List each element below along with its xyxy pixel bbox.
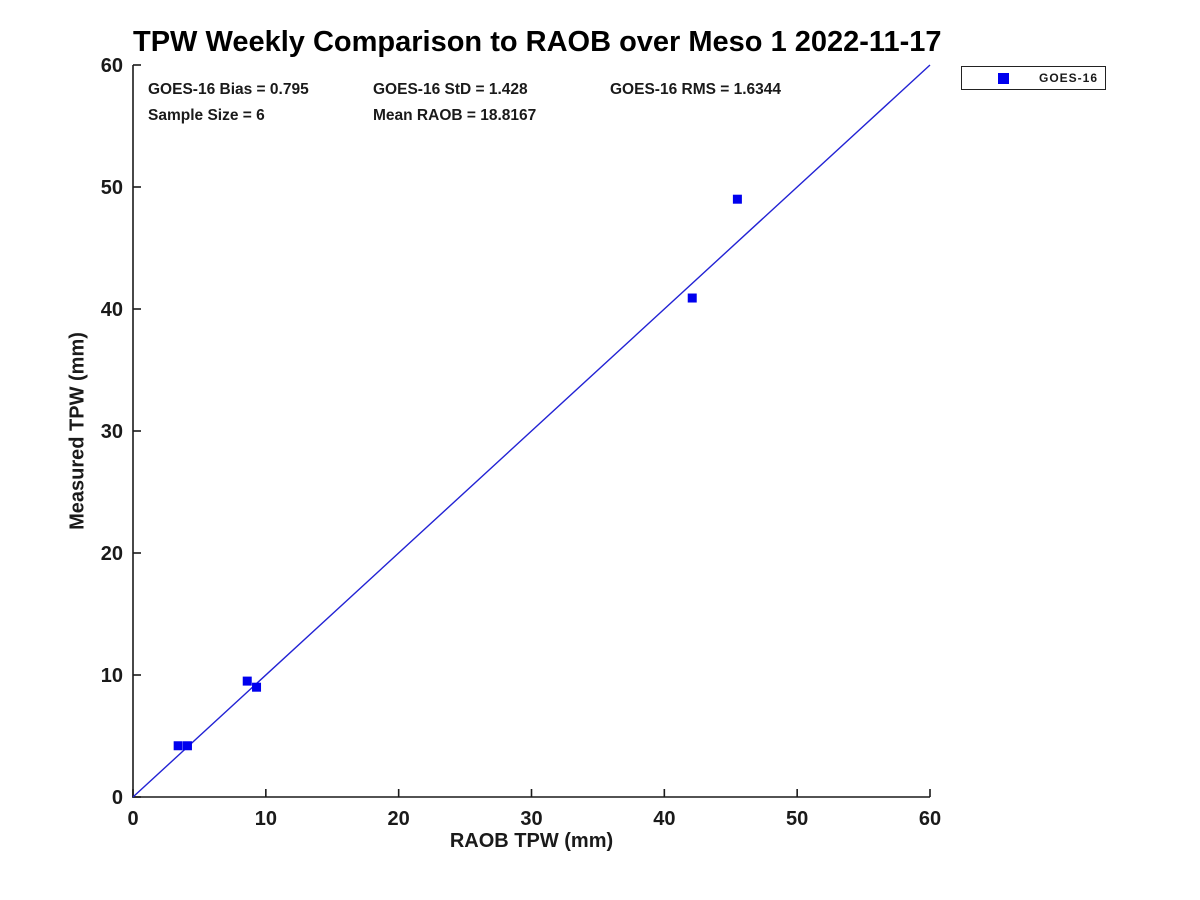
reference-line [132, 64, 931, 798]
y-tick-label-0: 0 [112, 787, 123, 809]
y-tick-label-30: 30 [101, 421, 123, 443]
y-tick-label-40: 40 [101, 299, 123, 321]
data-point-goes-16-1 [182, 741, 192, 751]
data-point-goes-16-0 [173, 741, 183, 751]
data-point-goes-16-5 [732, 194, 742, 204]
x-tick-label-10: 10 [255, 808, 277, 830]
x-tick-label-40: 40 [653, 808, 675, 830]
x-tick-label-0: 0 [127, 808, 138, 830]
data-point-goes-16-4 [687, 293, 697, 303]
legend: GOES-16 [961, 66, 1106, 90]
x-tick-label-30: 30 [520, 808, 542, 830]
y-axis-label: Measured TPW (mm) [66, 332, 89, 530]
stat-std: GOES-16 StD = 1.428 [373, 81, 528, 98]
chart-title: TPW Weekly Comparison to RAOB over Meso … [133, 26, 942, 58]
data-point-goes-16-3 [252, 682, 262, 692]
data-point-goes-16-2 [242, 676, 252, 686]
y-tick-label-50: 50 [101, 177, 123, 199]
x-tick-label-60: 60 [919, 808, 941, 830]
legend-label: GOES-16 [1039, 71, 1099, 85]
y-tick-label-10: 10 [101, 665, 123, 687]
y-tick-label-20: 20 [101, 543, 123, 565]
y-tick-label-60: 60 [101, 55, 123, 77]
legend-marker-square-icon [998, 72, 1009, 84]
x-axis-label: RAOB TPW (mm) [449, 830, 614, 852]
x-tick-label-20: 20 [388, 808, 410, 830]
stat-mean-raob: Mean RAOB = 18.8167 [373, 107, 537, 124]
stat-sample-size: Sample Size = 6 [148, 107, 265, 124]
stat-rms: GOES-16 RMS = 1.6344 [610, 81, 782, 98]
x-tick-label-50: 50 [786, 808, 808, 830]
stat-bias: GOES-16 Bias = 0.795 [148, 81, 309, 98]
